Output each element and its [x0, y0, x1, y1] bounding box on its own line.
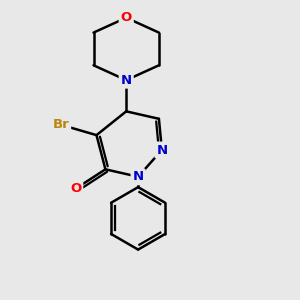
Text: N: N — [156, 143, 167, 157]
Text: O: O — [121, 11, 132, 24]
Text: N: N — [121, 74, 132, 87]
Text: Br: Br — [52, 118, 69, 131]
Text: O: O — [70, 182, 81, 195]
Text: N: N — [133, 170, 144, 183]
